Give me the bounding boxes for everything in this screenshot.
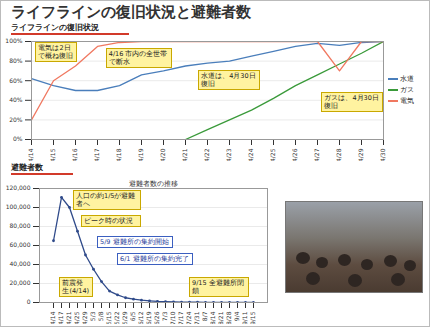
svg-text:4/17: 4/17 <box>57 311 64 324</box>
svg-text:7/17: 7/17 <box>177 311 184 324</box>
svg-text:20%: 20% <box>9 116 23 123</box>
svg-text:4/14: 4/14 <box>49 311 56 324</box>
svg-text:4/21: 4/21 <box>65 311 72 324</box>
html-text:ライフラインの復旧状況: ライフラインの復旧状況 <box>11 23 99 32</box>
svg-text:4/15: 4/15 <box>49 148 56 161</box>
html-text:ガスは、4月30日復旧: ガスは、4月30日復旧 <box>324 94 379 110</box>
svg-text:4/16: 4/16 <box>71 148 78 161</box>
svg-text:80%: 80% <box>9 57 23 64</box>
html-text:水道は、4月30日復旧: 水道は、4月30日復旧 <box>201 72 256 89</box>
svg-text:4/22: 4/22 <box>203 148 210 161</box>
svg-text:4/24: 4/24 <box>247 148 254 161</box>
svg-text:4/28: 4/28 <box>335 148 342 161</box>
svg-text:4/27: 4/27 <box>313 148 320 161</box>
html-text:電気は2日で概ね復旧: 電気は2日で概ね復旧 <box>38 44 74 60</box>
svg-text:7/24: 7/24 <box>185 311 192 324</box>
svg-text:9/15: 9/15 <box>249 311 256 324</box>
html-text:前震発生(4/14): 前震発生(4/14) <box>62 279 90 296</box>
svg-text:4/29: 4/29 <box>357 148 364 161</box>
html-text:6/1 避難所の集約完了: 6/1 避難所の集約完了 <box>120 254 189 263</box>
svg-text:5/3: 5/3 <box>89 311 96 321</box>
svg-text:5/22: 5/22 <box>113 311 120 324</box>
svg-text:7/31: 7/31 <box>193 311 200 324</box>
svg-text:80,000: 80,000 <box>10 222 31 229</box>
svg-text:40,000: 40,000 <box>10 260 31 267</box>
svg-text:5/29: 5/29 <box>121 311 128 324</box>
svg-text:避難者数の推移: 避難者数の推移 <box>129 180 178 188</box>
svg-text:6/26: 6/26 <box>153 311 160 324</box>
svg-text:0: 0 <box>27 298 31 305</box>
svg-text:6/5: 6/5 <box>129 311 136 321</box>
svg-text:4/14: 4/14 <box>27 148 34 161</box>
html-text:5/9 避難所の集約開始: 5/9 避難所の集約開始 <box>100 237 169 246</box>
svg-text:20,000: 20,000 <box>10 279 31 286</box>
svg-text:4/30: 4/30 <box>379 148 386 161</box>
svg-text:4/25: 4/25 <box>73 311 80 324</box>
svg-text:8/7: 8/7 <box>201 311 208 321</box>
svg-text:7/3: 7/3 <box>161 311 168 321</box>
html-text:4/16 市内の全世帯で断水: 4/16 市内の全世帯で断水 <box>108 49 168 66</box>
html-text:ライフラインの復旧状況と避難者数: ライフラインの復旧状況と避難者数 <box>11 3 251 21</box>
svg-text:100,000: 100,000 <box>6 203 31 210</box>
svg-text:100%: 100% <box>5 37 22 44</box>
html-text:水道: 水道 <box>400 75 414 83</box>
svg-text:7/10: 7/10 <box>169 311 176 324</box>
svg-text:8/21: 8/21 <box>217 311 224 324</box>
svg-text:9/11: 9/11 <box>241 311 248 324</box>
svg-text:4/20: 4/20 <box>159 148 166 161</box>
svg-text:4/26: 4/26 <box>291 148 298 161</box>
svg-text:4/21: 4/21 <box>181 148 188 161</box>
html-text:人口の約1/5が避難者へ: 人口の約1/5が避難者へ <box>76 191 136 208</box>
svg-text:6/19: 6/19 <box>145 311 152 324</box>
svg-text:0%: 0% <box>13 135 23 142</box>
svg-text:60%: 60% <box>9 77 23 84</box>
svg-text:4/23: 4/23 <box>225 148 232 161</box>
svg-text:5/15: 5/15 <box>105 311 112 324</box>
html-text:9/15 全避難所閉鎖: 9/15 全避難所閉鎖 <box>192 279 244 296</box>
svg-text:5/8: 5/8 <box>97 311 104 321</box>
svg-text:4/29: 4/29 <box>81 311 88 324</box>
html-text:ガス: ガス <box>400 86 414 94</box>
svg-text:8/14: 8/14 <box>209 311 216 324</box>
svg-text:120,000: 120,000 <box>6 184 31 191</box>
svg-text:4/18: 4/18 <box>115 148 122 161</box>
svg-text:4/19: 4/19 <box>137 148 144 161</box>
html-text:電気: 電気 <box>400 97 414 105</box>
svg-text:9/4: 9/4 <box>233 311 240 321</box>
svg-text:40%: 40% <box>9 96 23 103</box>
html-text:ピーク時の状況: ピーク時の状況 <box>84 216 133 225</box>
html-text:避難者数: 避難者数 <box>11 163 43 172</box>
svg-text:60,000: 60,000 <box>10 241 31 248</box>
svg-text:4/25: 4/25 <box>269 148 276 161</box>
svg-text:8/28: 8/28 <box>225 311 232 324</box>
svg-text:4/17: 4/17 <box>93 148 100 161</box>
svg-text:6/12: 6/12 <box>137 311 144 324</box>
